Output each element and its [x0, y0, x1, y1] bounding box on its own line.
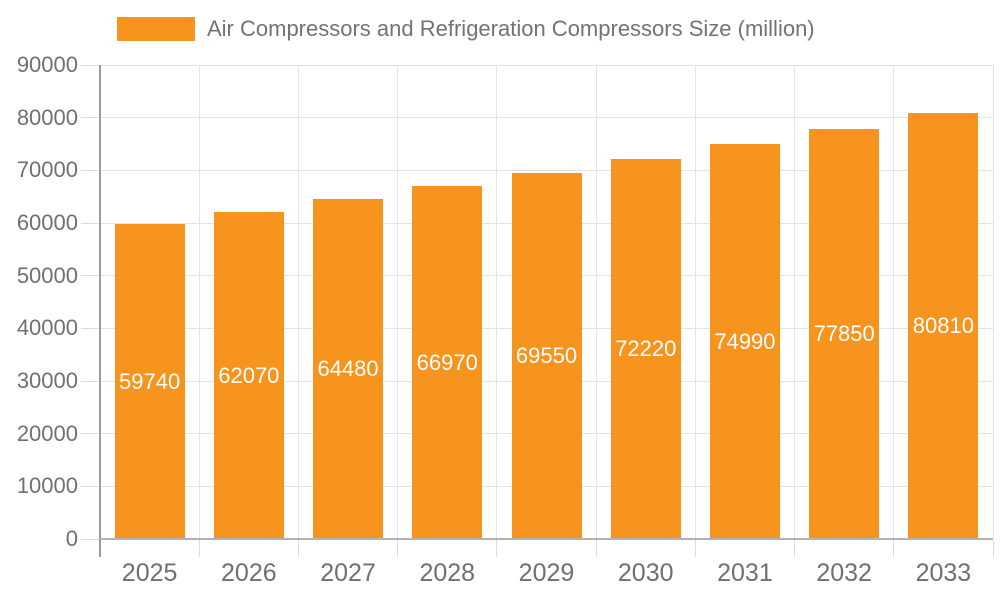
- bar-2032[interactable]: [809, 128, 880, 539]
- y-axis-tick: [81, 433, 99, 435]
- y-axis-label: 90000: [16, 52, 78, 77]
- y-axis-tick: [81, 64, 99, 66]
- x-axis-tick: [198, 540, 200, 557]
- x-axis-tick: [397, 540, 399, 557]
- legend-label: Air Compressors and Refrigeration Compre…: [207, 16, 815, 41]
- v-gridline: [893, 65, 895, 539]
- v-gridline: [297, 65, 299, 539]
- v-gridline: [694, 65, 696, 539]
- x-axis-label: 2028: [419, 559, 476, 587]
- chart-legend[interactable]: Air Compressors and Refrigeration Compre…: [117, 14, 815, 44]
- bar-2027[interactable]: [313, 199, 384, 539]
- x-axis-tick: [496, 540, 498, 557]
- y-axis-tick: [81, 538, 99, 540]
- y-axis-label: 50000: [16, 262, 78, 288]
- y-axis-tick: [81, 380, 99, 382]
- y-axis-label: 40000: [16, 315, 78, 341]
- bar-2028[interactable]: [412, 186, 483, 539]
- x-axis-label: 2025: [121, 559, 178, 587]
- x-axis-tick: [694, 540, 696, 557]
- y-axis-label: 60000: [16, 210, 78, 235]
- x-axis-tick: [297, 540, 299, 557]
- x-axis-label: 2026: [221, 559, 277, 587]
- y-axis-label: 0: [65, 526, 78, 551]
- v-gridline: [496, 65, 498, 539]
- y-axis-line: [99, 65, 101, 557]
- x-axis-label: 2031: [717, 559, 773, 587]
- x-axis-label: 2029: [518, 559, 575, 587]
- bar-2026[interactable]: [213, 212, 284, 539]
- y-axis-tick: [81, 169, 99, 171]
- v-gridline: [198, 65, 200, 539]
- bar-2031[interactable]: [709, 144, 780, 539]
- y-axis-label: 30000: [16, 368, 78, 393]
- x-axis-tick: [992, 540, 994, 557]
- h-gridline: [100, 117, 993, 119]
- h-gridline: [100, 64, 993, 66]
- y-axis-tick: [81, 327, 99, 329]
- y-axis-label: 10000: [16, 473, 78, 499]
- legend-swatch-icon[interactable]: [117, 17, 195, 41]
- x-axis-label: 2030: [617, 559, 674, 587]
- bar-2030[interactable]: [610, 158, 681, 539]
- x-axis-line: [100, 538, 993, 540]
- x-axis-tick: [893, 540, 895, 557]
- bar-2025[interactable]: [114, 224, 185, 539]
- y-axis-tick: [81, 117, 99, 119]
- v-gridline: [397, 65, 399, 539]
- x-axis-label: 2027: [320, 559, 376, 587]
- x-axis-tick: [595, 540, 597, 557]
- x-axis-label: 2032: [816, 559, 872, 587]
- y-axis-tick: [81, 222, 99, 224]
- v-gridline: [794, 65, 796, 539]
- y-axis-label: 70000: [16, 157, 78, 183]
- h-gridline: [100, 169, 993, 171]
- y-axis-tick: [81, 275, 99, 277]
- bar-2033[interactable]: [908, 113, 979, 539]
- y-axis-tick: [81, 485, 99, 487]
- y-axis-label: 20000: [16, 420, 78, 446]
- y-axis-label: 80000: [16, 104, 78, 130]
- v-gridline: [595, 65, 597, 539]
- v-gridline: [992, 65, 994, 539]
- x-axis-label: 2033: [915, 559, 972, 587]
- bar-2029[interactable]: [511, 172, 582, 539]
- x-axis-tick: [794, 540, 796, 557]
- plot-area: 59740 62070 64480 66970 69550 72220 74990 77850…: [100, 64, 994, 539]
